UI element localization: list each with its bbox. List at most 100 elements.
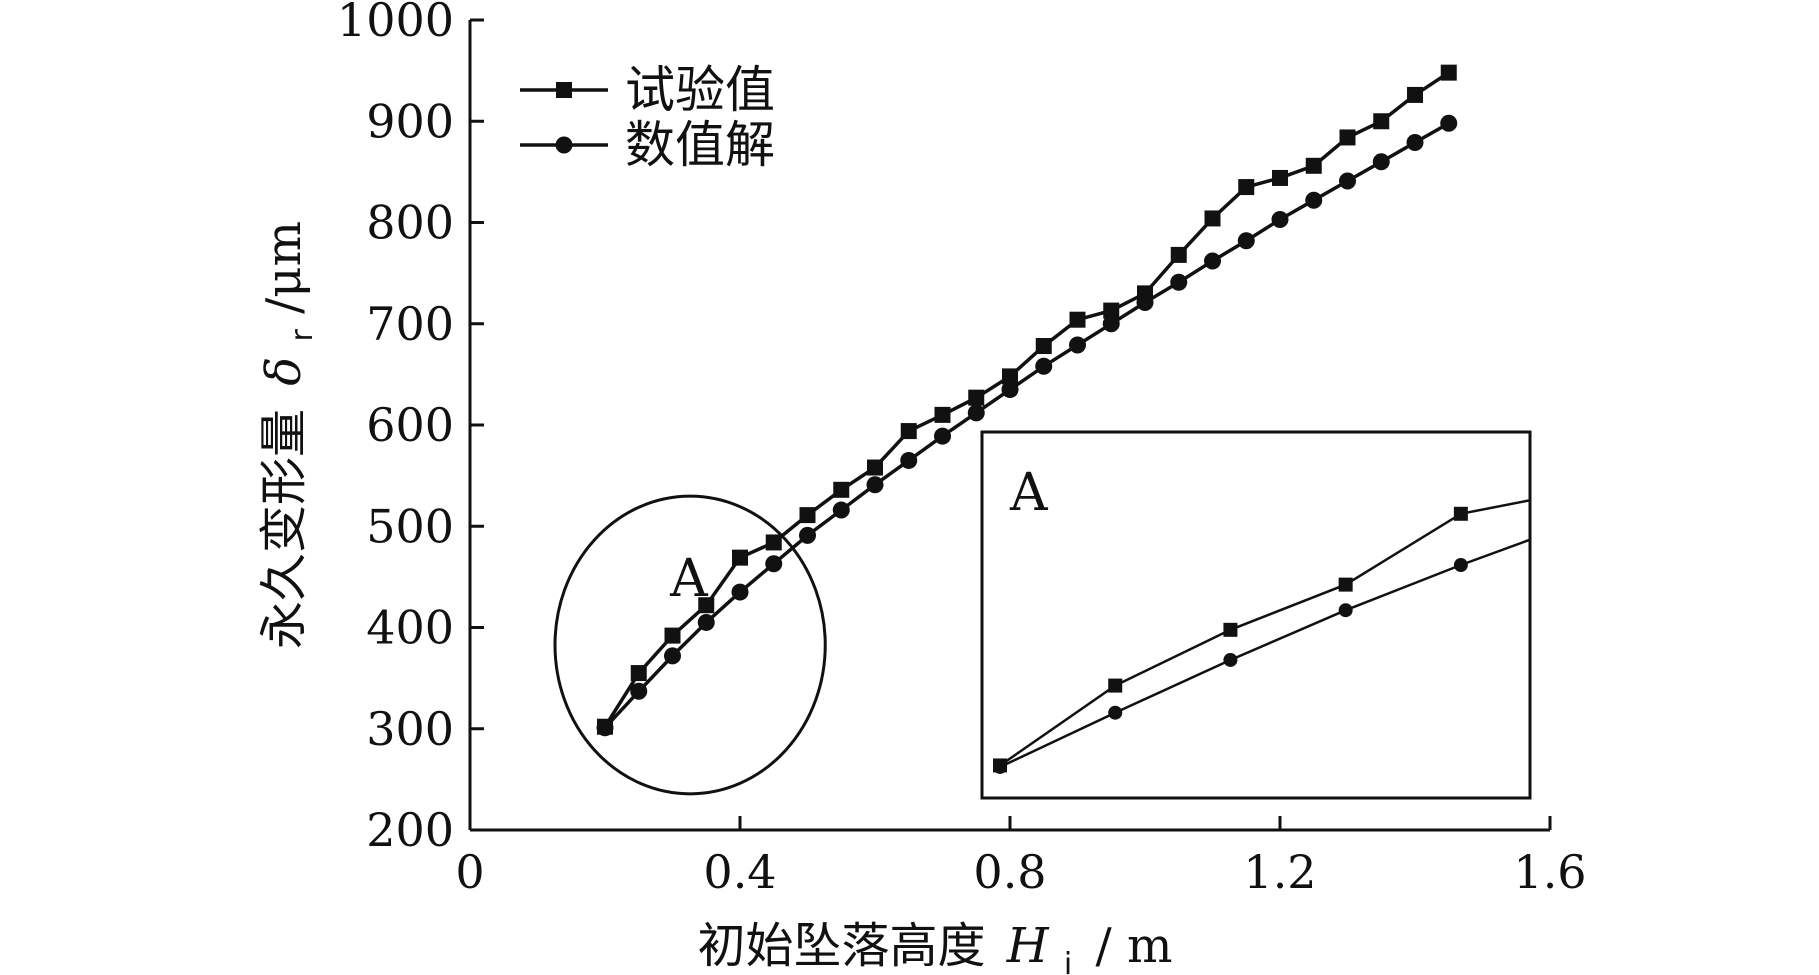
- x-tick-label: 1.2: [1243, 845, 1316, 899]
- data-point-circle: [1237, 232, 1255, 250]
- data-point-circle: [596, 719, 614, 737]
- data-point-square: [1339, 129, 1356, 146]
- inset-point-square: [1223, 622, 1238, 637]
- y-axis-title-subscript: r: [285, 329, 320, 342]
- inset-point-square: [1453, 506, 1468, 521]
- series-layer: [596, 64, 1458, 737]
- data-point-square: [1238, 179, 1255, 196]
- data-point-circle: [900, 451, 918, 469]
- inset-zoom-panel: A: [980, 430, 1532, 800]
- data-point-circle: [1001, 381, 1019, 399]
- inset-series-line: [999, 538, 1530, 769]
- data-point-square: [1272, 169, 1288, 186]
- data-point-square: [934, 406, 951, 423]
- legend-item: 试验值: [520, 61, 775, 119]
- x-axis-title-text: 初始坠落高度: [698, 918, 986, 974]
- x-axis-title-unit: / m: [1096, 918, 1173, 974]
- y-axis-title-symbol: δ: [256, 357, 312, 386]
- x-axis-title: 初始坠落高度 H i / m: [698, 918, 1173, 975]
- y-tick-label: 900: [366, 94, 454, 148]
- data-point-square: [1002, 368, 1018, 385]
- data-point-circle: [1136, 293, 1154, 311]
- y-tick-label: 1000: [337, 0, 454, 47]
- inset-point-circle: [1453, 558, 1468, 573]
- data-point-square: [732, 549, 748, 566]
- data-point-square: [968, 389, 985, 406]
- data-point-circle: [934, 427, 951, 445]
- y-tick-label: 800: [366, 196, 454, 250]
- x-tick-label: 0.8: [973, 845, 1046, 899]
- data-point-square: [799, 507, 816, 524]
- inset-point-circle: [1338, 603, 1353, 618]
- data-point-circle: [799, 526, 816, 544]
- data-point-circle: [1035, 357, 1053, 375]
- series-2: [596, 114, 1458, 737]
- x-ticks: 0 0.4 0.8 1.2 1.6: [455, 816, 1587, 899]
- data-point-circle: [1372, 153, 1390, 171]
- y-axis-title: 永久变形量 δ r /μm: [256, 221, 324, 649]
- legend-marker-circle: [555, 136, 573, 154]
- inset-series-layer: [993, 498, 1530, 774]
- data-point-circle: [765, 555, 783, 573]
- data-point-circle: [1069, 336, 1086, 354]
- y-tick-label: 400: [366, 601, 454, 655]
- data-point-square: [1305, 157, 1322, 174]
- data-point-square: [900, 423, 917, 440]
- legend-item: 数值解: [520, 116, 775, 174]
- region-a-ellipse: [553, 494, 827, 796]
- data-point-circle: [1440, 114, 1458, 132]
- data-point-square: [1035, 338, 1052, 355]
- x-axis-title-symbol: H: [1006, 918, 1050, 974]
- region-a-label: A: [669, 549, 709, 609]
- y-tick-label: 600: [366, 398, 454, 452]
- data-point-circle: [697, 613, 715, 631]
- y-tick-label: 500: [366, 499, 454, 553]
- inset-label: A: [1009, 463, 1049, 523]
- data-point-circle: [866, 476, 884, 494]
- data-point-square: [765, 534, 782, 551]
- data-point-square: [1069, 311, 1086, 328]
- inset-point-circle: [993, 759, 1007, 774]
- data-point-circle: [967, 404, 985, 422]
- data-point-square: [1103, 302, 1120, 319]
- data-point-square: [630, 665, 647, 682]
- inset-point-square: [1338, 577, 1353, 592]
- data-point-square: [1204, 210, 1221, 227]
- inset-frame: [980, 430, 1532, 800]
- inset-series-1: [993, 498, 1530, 773]
- x-tick-label: 1.6: [1513, 845, 1586, 899]
- data-point-square: [698, 597, 715, 614]
- data-point-circle: [1406, 134, 1424, 152]
- data-point-square: [1407, 86, 1423, 103]
- data-point-circle: [1170, 273, 1188, 291]
- data-point-circle: [1271, 210, 1289, 228]
- x-tick-label: 0.4: [703, 845, 776, 899]
- y-tick-label: 200: [366, 803, 454, 857]
- inset-series-line: [999, 498, 1530, 767]
- x-tick-label: 0: [455, 845, 484, 899]
- data-point-circle: [832, 501, 850, 519]
- inset-series-2: [993, 538, 1530, 774]
- data-point-square: [1373, 113, 1390, 130]
- data-point-circle: [1305, 191, 1323, 209]
- inset-point-circle: [1108, 705, 1123, 720]
- y-axis-title-text: 永久变形量: [256, 409, 312, 649]
- data-point-square: [664, 627, 681, 644]
- x-axis-title-subscript: i: [1064, 947, 1072, 975]
- legend-label: 数值解: [625, 116, 775, 174]
- data-point-circle: [731, 583, 749, 601]
- legend-label: 试验值: [625, 61, 775, 119]
- y-ticks: 200 300 400 500 600 700 800 900 1000: [337, 0, 484, 857]
- inset-point-circle: [1223, 652, 1238, 667]
- data-point-circle: [1339, 172, 1356, 190]
- data-point-circle: [1204, 252, 1221, 270]
- y-tick-label: 700: [366, 297, 454, 351]
- y-axis-title-unit: /μm: [256, 221, 312, 314]
- data-point-circle: [1102, 315, 1120, 333]
- y-tick-label: 300: [366, 702, 454, 756]
- data-point-square: [1440, 64, 1457, 81]
- axes: 0 0.4 0.8 1.2 1.6 200 300 400 500 600 700 800 900 10…: [337, 0, 1587, 899]
- data-point-circle: [664, 647, 681, 665]
